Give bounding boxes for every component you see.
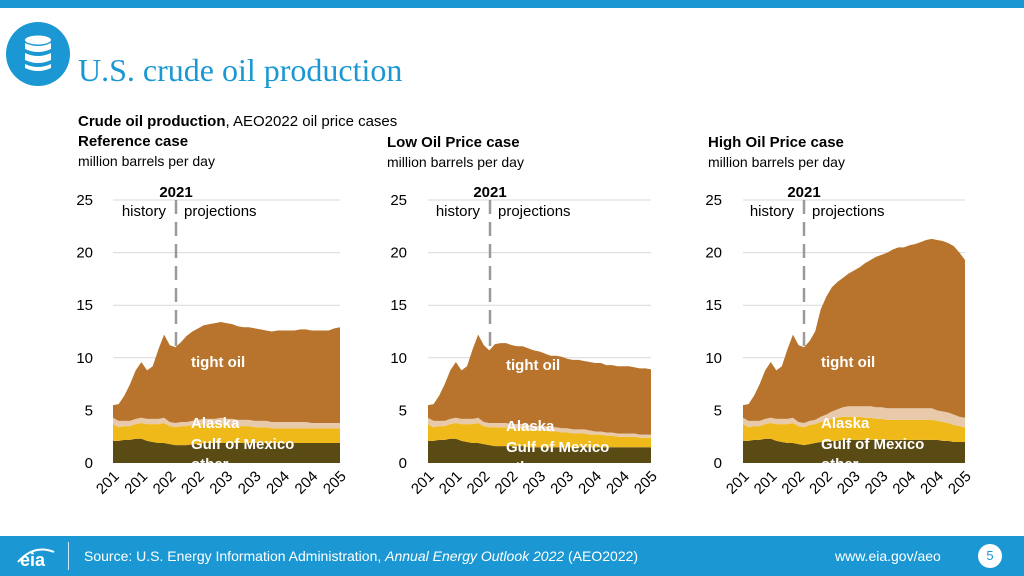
area-gulf-of-mexico — [113, 423, 340, 446]
x-tick-label: 204 — [575, 468, 605, 498]
chart-unit-high-price: million barrels per day — [708, 154, 845, 170]
divider-year-label: 2021 — [473, 184, 506, 201]
chart-title-high-price: High Oil Price case — [708, 134, 844, 151]
history-label: history — [436, 203, 481, 220]
area-tight-oil — [113, 322, 340, 424]
x-tick-label: 201 — [93, 468, 123, 498]
annotation-tight-oil: tight oil — [191, 354, 245, 371]
area-other — [743, 438, 965, 463]
annotation-alaska: Alaska — [821, 415, 870, 432]
area-gulf-of-mexico — [743, 416, 965, 446]
projections-label: projections — [184, 203, 257, 220]
x-tick-label: 202 — [778, 468, 808, 498]
annotation-tight-oil: tight oil — [821, 354, 875, 371]
y-tick-label: 25 — [76, 192, 93, 209]
y-tick-label: 5 — [714, 402, 722, 419]
figure-title-rest: , AEO2022 oil price cases — [225, 113, 398, 130]
annotation-other: other — [191, 456, 229, 473]
history-label: history — [750, 203, 795, 220]
source-prefix: Source: U.S. Energy Information Administ… — [84, 548, 386, 564]
projections-label: projections — [812, 203, 885, 220]
y-tick-label: 15 — [390, 297, 407, 314]
y-tick-label: 5 — [85, 402, 93, 419]
annotation-gulf-of-mexico: Gulf of Mexico — [191, 436, 294, 453]
y-tick-label: 0 — [714, 455, 722, 472]
page-title: U.S. crude oil production — [78, 52, 403, 88]
y-tick-label: 10 — [705, 350, 722, 367]
divider-year-label: 2021 — [159, 184, 192, 201]
divider-year-label: 2021 — [787, 184, 820, 201]
x-tick-label: 203 — [862, 468, 892, 498]
x-tick-label: 204 — [603, 468, 633, 498]
y-tick-label: 10 — [76, 350, 93, 367]
x-tick-label: 204 — [889, 468, 919, 498]
top-accent-bar — [0, 0, 1024, 8]
y-tick-label: 25 — [705, 192, 722, 209]
page-number: 5 — [978, 544, 1002, 568]
x-tick-label: 201 — [121, 468, 151, 498]
x-tick-label: 202 — [150, 468, 180, 498]
x-tick-label: 201 — [408, 468, 438, 498]
oil-barrel-icon — [6, 22, 70, 86]
projections-label: projections — [498, 203, 571, 220]
x-tick-label: 201 — [723, 468, 753, 498]
annotation-alaska: Alaska — [191, 415, 240, 432]
area-alaska — [113, 417, 340, 429]
area-tight-oil — [428, 334, 651, 435]
x-tick-label: 205 — [631, 468, 661, 498]
annotation-other: other — [506, 459, 544, 476]
area-tight-oil — [743, 238, 965, 424]
chart-title-reference: Reference case — [78, 133, 189, 150]
footer-url-link[interactable]: www.eia.gov/aeo — [835, 548, 941, 564]
source-title: Annual Energy Outlook 2022 — [385, 548, 565, 564]
x-tick-label: 204 — [917, 468, 947, 498]
x-tick-label: 205 — [945, 468, 975, 498]
x-tick-label: 204 — [292, 468, 322, 498]
x-tick-label: 205 — [320, 468, 350, 498]
history-label: history — [122, 203, 167, 220]
y-tick-label: 15 — [705, 297, 722, 314]
chart-unit-low-price: million barrels per day — [387, 154, 524, 170]
figure-title-bold: Crude oil production — [78, 113, 226, 130]
chart-unit-reference: million barrels per day — [78, 153, 215, 169]
y-tick-label: 15 — [76, 297, 93, 314]
eia-logo-text: eia — [20, 550, 46, 570]
footer-bar: eia Source: U.S. Energy Information Admi… — [0, 536, 1024, 576]
x-tick-label: 203 — [235, 468, 265, 498]
source-suffix: (AEO2022) — [564, 548, 639, 564]
annotation-other: other — [821, 456, 859, 473]
footer-divider — [68, 542, 69, 570]
x-tick-label: 201 — [751, 468, 781, 498]
x-tick-label: 201 — [436, 468, 466, 498]
y-tick-label: 0 — [399, 455, 407, 472]
y-tick-label: 10 — [390, 350, 407, 367]
footer-source: Source: U.S. Energy Information Administ… — [84, 548, 638, 564]
chart-title-low-price: Low Oil Price case — [387, 134, 520, 151]
annotation-tight-oil: tight oil — [506, 357, 560, 374]
y-tick-label: 0 — [85, 455, 93, 472]
area-other — [113, 438, 340, 463]
annotation-gulf-of-mexico: Gulf of Mexico — [506, 439, 609, 456]
x-tick-label: 203 — [547, 468, 577, 498]
eia-logo: eia — [14, 542, 58, 575]
figure-title: Crude oil production, AEO2022 oil price … — [78, 113, 397, 130]
annotation-alaska: Alaska — [506, 418, 555, 435]
y-tick-label: 25 — [390, 192, 407, 209]
y-tick-label: 20 — [390, 245, 407, 262]
x-tick-label: 202 — [464, 468, 494, 498]
y-tick-label: 20 — [76, 245, 93, 262]
annotation-gulf-of-mexico: Gulf of Mexico — [821, 436, 924, 453]
area-gulf-of-mexico — [428, 423, 651, 448]
area-other — [428, 438, 651, 463]
y-tick-label: 20 — [705, 245, 722, 262]
x-tick-label: 204 — [263, 468, 293, 498]
y-tick-label: 5 — [399, 402, 407, 419]
area-alaska — [428, 417, 651, 438]
